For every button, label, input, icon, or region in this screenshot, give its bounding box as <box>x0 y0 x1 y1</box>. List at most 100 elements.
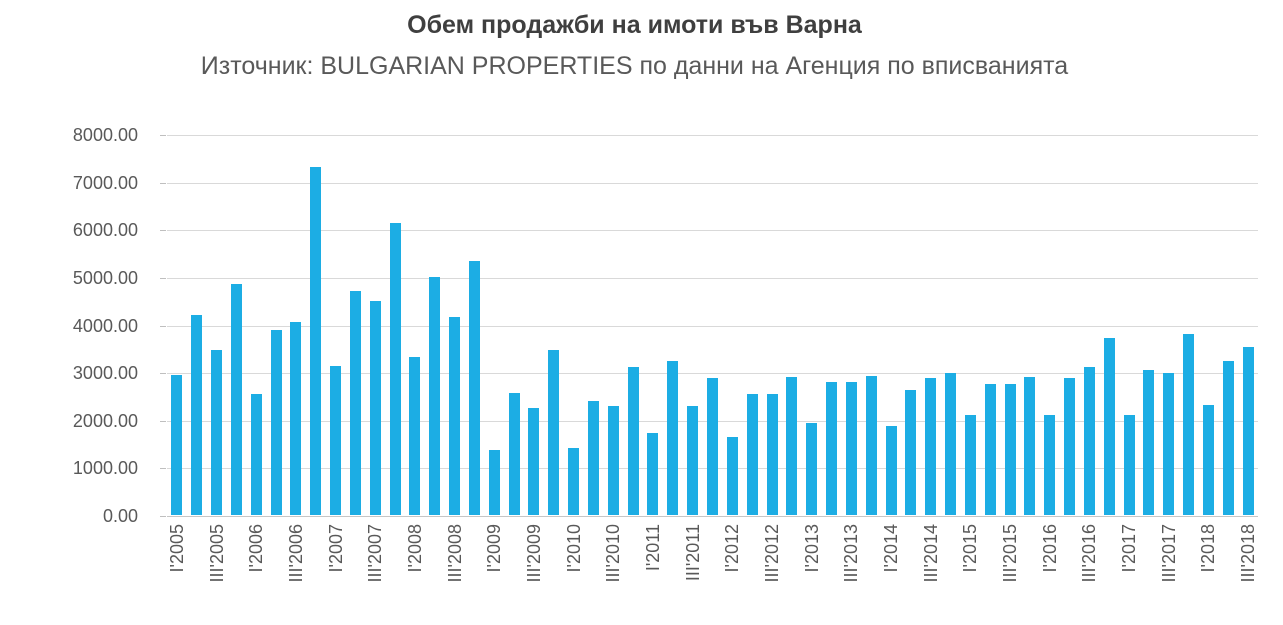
y-axis-label: 3000.00 <box>72 363 138 384</box>
y-axis-label: 2000.00 <box>72 410 138 431</box>
bar-IV'2010 <box>627 366 639 515</box>
gridline <box>167 182 1258 184</box>
bar-III'2007 <box>369 300 381 515</box>
bar-II'2013 <box>826 382 838 515</box>
bar-III'2018 <box>1242 347 1254 515</box>
gridline <box>167 135 1258 136</box>
bar-III'2011 <box>687 405 699 515</box>
x-axis-label: I'2006 <box>246 524 267 573</box>
y-axis-tick <box>160 420 166 422</box>
y-axis-tick <box>160 468 166 470</box>
x-axis-label: III'2012 <box>762 524 782 583</box>
x-axis-label: III'2011 <box>682 524 703 582</box>
bar-I'2009 <box>488 450 500 515</box>
x-axis-label: III'2009 <box>523 524 544 583</box>
bar-III'2012 <box>766 394 778 515</box>
bar-III'2010 <box>607 405 619 515</box>
bar-IV'2007 <box>389 222 401 515</box>
gridline <box>167 325 1258 327</box>
bar-II'2009 <box>508 392 520 515</box>
bar-I'2013 <box>806 423 818 515</box>
bar-II'2017 <box>1143 370 1155 515</box>
x-axis-label: I'2011 <box>642 524 663 572</box>
bar-II'2018 <box>1222 360 1234 515</box>
y-axis-tick <box>160 277 166 279</box>
bar-IV'2015 <box>1024 377 1036 515</box>
x-axis-label: III'2017 <box>1158 524 1179 583</box>
bar-II'2010 <box>587 400 599 515</box>
x-axis-label: I'2007 <box>325 524 346 573</box>
y-axis-label: 5000.00 <box>72 267 138 288</box>
x-axis-label: III'2005 <box>206 524 227 583</box>
bar-II'2007 <box>349 291 361 515</box>
x-axis-label: I'2010 <box>563 524 584 573</box>
bar-II'2008 <box>429 277 441 515</box>
bar-II'2006 <box>270 329 282 515</box>
bar-I'2007 <box>330 366 342 515</box>
bar-IV'2013 <box>865 376 877 515</box>
x-axis-label: I'2008 <box>404 524 425 573</box>
bar-II'2012 <box>746 394 758 515</box>
x-axis-label: I'2015 <box>960 524 981 573</box>
x-axis-label: I'2013 <box>801 524 822 573</box>
bar-III'2006 <box>290 321 302 515</box>
x-axis-label: I'2014 <box>881 524 902 573</box>
y-axis-tick <box>160 230 166 232</box>
y-axis-tick <box>160 373 166 375</box>
gridline <box>167 277 1258 279</box>
x-axis-label: III'2016 <box>1079 524 1100 583</box>
x-axis-label: III'2014 <box>920 524 941 583</box>
bar-III'2013 <box>845 382 857 515</box>
bar-IV'2009 <box>548 350 560 515</box>
gridline <box>167 230 1258 232</box>
bar-I'2017 <box>1123 415 1135 515</box>
bar-IV'2008 <box>468 261 480 515</box>
gridline <box>167 373 1258 375</box>
y-axis-label: 6000.00 <box>72 220 138 241</box>
x-axis-line <box>167 516 1258 517</box>
bar-I'2010 <box>568 448 580 515</box>
bar-I'2015 <box>964 415 976 515</box>
bar-I'2012 <box>726 437 738 515</box>
chart-title: Обем продажби на имоти във Варна <box>407 11 862 39</box>
bar-I'2005 <box>171 374 183 515</box>
bar-IV'2012 <box>786 377 798 515</box>
bar-I'2016 <box>1044 414 1056 515</box>
bar-IV'2011 <box>707 378 718 515</box>
y-axis-tick <box>160 325 166 327</box>
bar-II'2005 <box>191 314 203 515</box>
bar-II'2011 <box>667 361 679 515</box>
bar-IV'2017 <box>1183 334 1195 515</box>
bar-III'2017 <box>1163 372 1175 515</box>
x-axis-label: III'2018 <box>1238 524 1259 583</box>
chart-subtitle: Източник: BULGARIAN PROPERTIES по данни … <box>200 52 1069 80</box>
bar-III'2014 <box>925 378 937 515</box>
bar-III'2015 <box>1004 383 1016 515</box>
x-axis-label: III'2010 <box>603 524 624 583</box>
y-axis-label: 1000.00 <box>72 458 138 479</box>
bar-III'2009 <box>528 408 540 515</box>
x-axis-label: I'2012 <box>722 524 743 573</box>
bar-IV'2006 <box>310 167 322 515</box>
y-axis-label: 8000.00 <box>72 125 138 145</box>
bar-II'2015 <box>984 383 996 515</box>
bar-III'2016 <box>1083 367 1095 515</box>
x-axis-label: III'2007 <box>365 524 386 583</box>
y-axis-tick <box>160 135 166 136</box>
bar-IV'2005 <box>230 284 242 515</box>
y-axis-tick <box>160 516 166 517</box>
y-axis-label: 4000.00 <box>72 315 138 336</box>
bar-I'2006 <box>250 393 262 515</box>
bar-II'2016 <box>1064 377 1076 515</box>
bar-IV'2016 <box>1103 338 1115 515</box>
x-axis-label: III'2015 <box>1000 524 1021 583</box>
bar-III'2005 <box>211 349 223 515</box>
plot-area <box>167 135 1258 517</box>
x-axis-label: I'2018 <box>1198 524 1219 573</box>
bar-I'2008 <box>409 357 421 515</box>
bar-I'2011 <box>647 433 659 515</box>
x-axis-label: III'2008 <box>444 524 465 583</box>
bar-III'2008 <box>449 316 461 515</box>
x-axis-label: III'2013 <box>841 524 862 583</box>
